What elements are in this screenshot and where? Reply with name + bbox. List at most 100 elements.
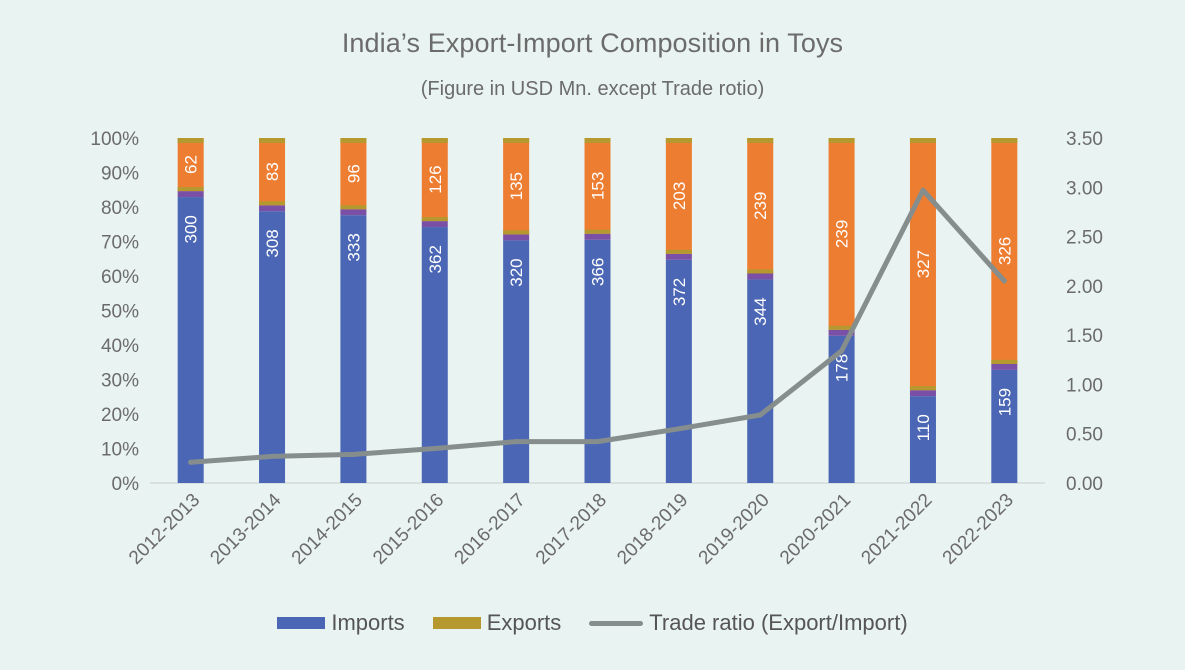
bar-separator [828,329,855,336]
y-right-tick-label: 3.50 [1066,129,1103,150]
bar-separator [909,390,936,397]
bar-separator [503,234,530,241]
legend-label-imports: Imports [331,610,405,635]
x-tick-label: 2013-2014 [206,489,285,568]
bar-label-imports: 178 [833,354,852,382]
bar-label-exports: 326 [995,237,1014,265]
bar-exports [747,138,774,274]
chart-title: India’s Export-Import Composition in Toy… [341,28,844,58]
bar-cap [421,138,448,143]
x-tick-label: 2021-2022 [857,490,936,569]
x-tick-label: 2012-2013 [125,490,204,569]
bar-exports [503,138,530,235]
y-left-tick-label: 10% [101,440,139,461]
bar-label-imports: 300 [182,215,201,243]
bar-strip [259,201,286,206]
bar-exports [909,138,936,391]
trade-ratio-point [920,187,926,193]
trade-ratio-point [757,412,763,418]
bar-cap [259,138,286,143]
bar-strip [503,230,530,235]
bar-label-exports: 135 [507,172,526,200]
x-tick-label: 2016-2017 [451,490,530,569]
bar-cap [909,138,936,143]
y-left-tick-label: 90% [101,164,139,185]
y-left-tick-label: 80% [101,198,139,219]
bar-separator [584,233,611,240]
bar-strip [909,386,936,391]
legend-item-trade-ratio: Trade ratio (Export/Import) [589,610,908,636]
x-tick-label: 2020-2021 [776,490,855,569]
bar-label-exports: 203 [670,182,689,210]
trade-ratio-point [188,459,194,465]
trade-ratio-point [432,446,438,451]
bar-imports [747,279,774,483]
y-right-tick-label: 1.50 [1066,326,1103,347]
bar-separator [991,363,1018,370]
bar-label-imports: 344 [751,297,770,325]
x-tick-label: 2017-2018 [532,490,611,569]
bar-exports [421,138,448,222]
bar-strip [665,249,692,254]
bar-cap [828,138,855,143]
bar-label-imports: 110 [914,414,933,441]
bar-imports [259,211,286,483]
bar-label-imports: 333 [344,233,363,261]
trade-ratio-point [269,453,275,459]
bar-label-exports: 83 [263,162,282,181]
x-tick-label: 2015-2016 [369,490,448,569]
trade-ratio-point [1001,278,1007,284]
bar-separator [259,205,286,212]
legend-item-exports: Exports [432,610,562,636]
bar-label-imports: 320 [507,258,526,286]
legend-label-exports: Exports [486,610,562,635]
bar-label-exports: 327 [914,250,933,278]
y-left-tick-label: 70% [101,233,139,254]
legend-swatch-exports [432,617,481,629]
legend: Imports Exports Trade ratio (Export/Impo… [0,610,1185,636]
y-left-tick-label: 100% [90,129,139,150]
bar-label-exports: 153 [589,172,608,200]
bar-separator [340,209,367,216]
x-tick-label: 2014-2015 [288,490,367,569]
bar-label-exports: 126 [426,165,445,193]
bar-imports [421,227,448,483]
y-left-tick-label: 40% [101,336,139,357]
y-left-tick-label: 0% [112,474,140,495]
bar-imports [177,197,204,484]
y-right-tick-label: 3.00 [1066,178,1103,199]
bar-cap [177,138,204,143]
bar-imports [909,396,936,483]
y-left-tick-label: 60% [101,267,139,288]
y-left-tick-label: 20% [101,405,139,426]
bar-separator [421,221,448,228]
bar-strip [177,187,204,192]
bar-imports [340,215,367,483]
bar-label-exports: 239 [833,220,852,248]
bar-exports [584,138,611,234]
bar-separator [665,253,692,260]
bar-label-imports: 362 [426,245,445,273]
bar-exports [340,138,367,210]
bar-cap [584,138,611,143]
bar-cap [503,138,530,143]
legend-swatch-trade-ratio [589,620,644,626]
bar-label-imports: 159 [995,388,1014,416]
bar-label-exports: 96 [344,164,363,183]
x-tick-label: 2022-2023 [939,490,1018,569]
y-right-tick-label: 2.50 [1066,228,1103,249]
bar-separator [747,273,774,280]
bar-strip [747,269,774,274]
legend-label-trade-ratio: Trade ratio (Export/Import) [649,610,908,635]
bar-imports [991,369,1018,483]
bar-label-exports: 239 [751,192,770,220]
bar-label-imports: 366 [589,258,608,286]
bar-cap [991,138,1018,143]
x-tick-label: 2019-2020 [695,490,774,569]
bar-cap [747,138,774,143]
legend-swatch-imports [277,617,326,629]
bar-imports [665,259,692,483]
y-right-tick-label: 0.00 [1066,474,1103,495]
trade-ratio-point [513,439,519,445]
